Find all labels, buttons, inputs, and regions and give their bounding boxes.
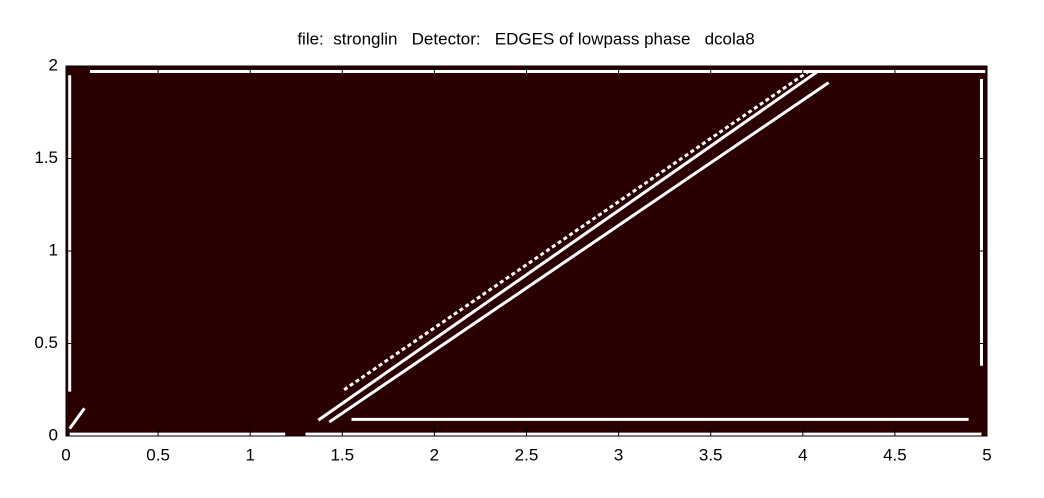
x-tick-label: 3.5 [699,445,723,464]
x-tick-label: 2 [430,445,439,464]
edge-line [343,70,810,391]
y-tick-label: 1.5 [34,148,58,167]
image-background [66,66,987,436]
y-tick-label: 2 [49,55,58,74]
x-tick-label: 4.5 [883,445,907,464]
x-tick-label: 4 [798,445,807,464]
x-tick-label: 3 [614,445,623,464]
edge-line [317,70,819,422]
edge-line [328,81,830,424]
x-tick-label: 2.5 [515,445,539,464]
x-tick-label: 1.5 [330,445,354,464]
x-tick-label: 1 [245,445,254,464]
y-tick-label: 0.5 [34,333,58,352]
x-tick-label: 0 [61,445,70,464]
y-tick-label: 0 [49,425,58,444]
edge-line [68,407,86,430]
y-tick-label: 1 [49,240,58,259]
x-tick-label: 0.5 [146,445,170,464]
x-tick-label: 5 [982,445,991,464]
chart-title: file: stronglin Detector: EDGES of lowpa… [297,29,754,48]
